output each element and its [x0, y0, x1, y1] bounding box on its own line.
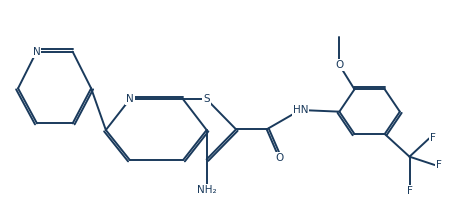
Text: N: N — [126, 94, 134, 104]
Text: F: F — [430, 133, 436, 143]
Text: NH₂: NH₂ — [197, 185, 217, 195]
Text: N: N — [33, 47, 40, 57]
Text: S: S — [203, 94, 210, 104]
Text: F: F — [407, 186, 413, 196]
Text: F: F — [436, 160, 442, 170]
Text: O: O — [335, 60, 343, 70]
Text: HN: HN — [292, 105, 308, 115]
Text: O: O — [275, 153, 283, 163]
